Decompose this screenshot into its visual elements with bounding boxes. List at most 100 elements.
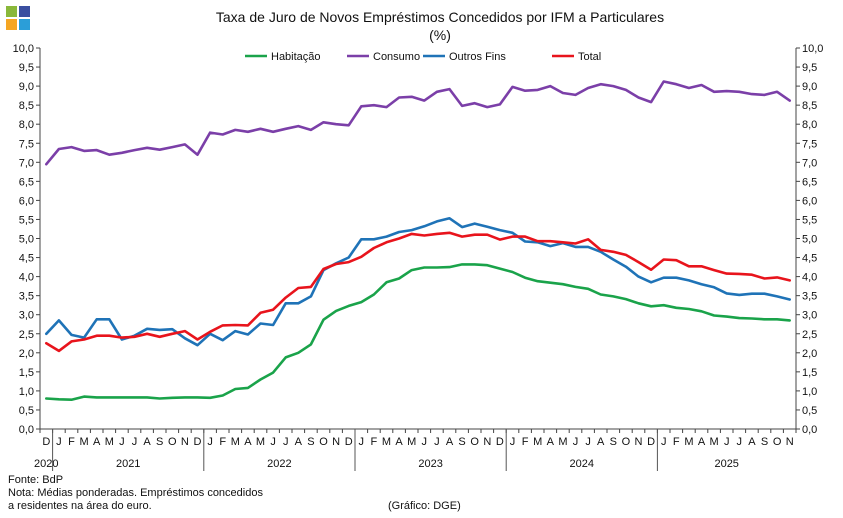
x-tick-label: M — [710, 436, 719, 448]
y-tick-label-left: 8,0 — [19, 119, 34, 131]
x-tick-label: J — [207, 436, 213, 448]
y-tick-label-right: 4,5 — [802, 253, 817, 265]
y-tick-label-left: 9,0 — [19, 81, 34, 93]
series-line-total — [44, 231, 792, 353]
series-line-habita-o — [44, 263, 792, 402]
y-tick-label-left: 2,0 — [19, 348, 34, 360]
y-tick-label-right: 4,0 — [802, 272, 817, 284]
logo-square-4 — [19, 19, 30, 30]
y-tick-label-left: 0,0 — [19, 424, 34, 436]
x-tick-label: A — [446, 436, 454, 448]
y-tick-label-right: 5,5 — [802, 214, 817, 226]
y-tick-label-right: 10,0 — [802, 43, 823, 55]
series-line-consumo — [44, 80, 792, 166]
x-tick-label: O — [622, 436, 631, 448]
x-tick-label: S — [156, 436, 163, 448]
y-tick-label-left: 1,5 — [19, 367, 34, 379]
y-tick-label-right: 6,0 — [802, 195, 817, 207]
x-tick-label: J — [132, 436, 138, 448]
legend-label: Consumo — [373, 51, 420, 63]
x-tick-label: N — [786, 436, 794, 448]
y-tick-label-right: 0,0 — [802, 424, 817, 436]
y-tick-label-left: 9,5 — [19, 62, 34, 74]
y-tick-label-right: 2,0 — [802, 348, 817, 360]
x-tick-label: J — [585, 436, 591, 448]
year-label: 2024 — [570, 458, 594, 470]
x-tick-label: O — [168, 436, 177, 448]
year-label: 2025 — [714, 458, 738, 470]
x-tick-label: J — [434, 436, 440, 448]
y-tick-label-right: 1,5 — [802, 367, 817, 379]
x-tick-label: S — [610, 436, 617, 448]
x-tick-label: D — [345, 436, 353, 448]
x-tick-label: O — [773, 436, 782, 448]
legend-label: Outros Fins — [449, 51, 506, 63]
y-tick-label-left: 5,0 — [19, 234, 34, 246]
x-tick-label: M — [407, 436, 416, 448]
x-tick-label: S — [458, 436, 465, 448]
footnote-line-2: a residentes na área do euro. — [8, 500, 152, 512]
x-tick-label: A — [698, 436, 706, 448]
year-label: 2022 — [267, 458, 291, 470]
y-tick-label-right: 9,0 — [802, 81, 817, 93]
year-label: 2020 — [34, 458, 58, 470]
y-tick-label-left: 0,5 — [19, 405, 34, 417]
y-tick-label-left: 7,5 — [19, 138, 34, 150]
x-tick-label: M — [558, 436, 567, 448]
x-tick-label: J — [56, 436, 62, 448]
y-tick-label-left: 4,5 — [19, 253, 34, 265]
chart-axes: 0,0 0,0 0,5 0,5 1,0 1,0 1,5 1,5 2,0 2,0 2,5 2,5 3,0 3… — [13, 43, 823, 471]
graphic-credit: (Gráfico: DGE) — [388, 500, 461, 512]
x-tick-label: N — [332, 436, 340, 448]
x-tick-label: J — [724, 436, 730, 448]
x-tick-label: J — [510, 436, 516, 448]
y-tick-label-left: 5,5 — [19, 214, 34, 226]
y-tick-label-left: 3,0 — [19, 310, 34, 322]
y-tick-label-left: 6,5 — [19, 176, 34, 188]
legend-label: Total — [578, 51, 601, 63]
x-tick-label: A — [748, 436, 756, 448]
x-tick-label: M — [533, 436, 542, 448]
x-tick-label: J — [661, 436, 667, 448]
x-tick-label: A — [395, 436, 403, 448]
x-tick-label: A — [143, 436, 151, 448]
y-tick-label-right: 8,0 — [802, 119, 817, 131]
x-tick-label: M — [231, 436, 240, 448]
source-note: Fonte: BdP — [8, 474, 64, 486]
year-label: 2023 — [418, 458, 442, 470]
y-tick-label-left: 3,5 — [19, 291, 34, 303]
x-tick-label: S — [761, 436, 768, 448]
x-tick-label: F — [68, 436, 75, 448]
x-tick-label: J — [119, 436, 125, 448]
y-tick-label-left: 6,0 — [19, 195, 34, 207]
x-tick-label: J — [359, 436, 365, 448]
x-tick-label: N — [181, 436, 189, 448]
x-tick-label: O — [319, 436, 328, 448]
chart-legend: Habitação Consumo Outros Fins Total — [245, 51, 601, 63]
chart-series — [44, 80, 792, 402]
y-tick-label-right: 9,5 — [802, 62, 817, 74]
y-tick-label-right: 1,0 — [802, 386, 817, 398]
logo-square-3 — [6, 19, 17, 30]
y-tick-label-left: 4,0 — [19, 272, 34, 284]
x-tick-label: F — [371, 436, 378, 448]
footnote-line-1: Nota: Médias ponderadas. Empréstimos con… — [8, 487, 263, 499]
x-tick-label: F — [219, 436, 226, 448]
x-tick-label: J — [737, 436, 743, 448]
logo-square-1 — [6, 6, 17, 17]
x-tick-label: M — [256, 436, 265, 448]
legend-label: Habitação — [271, 51, 321, 63]
y-tick-label-right: 5,0 — [802, 234, 817, 246]
y-tick-label-right: 3,0 — [802, 310, 817, 322]
chart-subtitle: (%) — [429, 27, 451, 43]
y-tick-label-left: 7,0 — [19, 157, 34, 169]
x-tick-label: A — [93, 436, 101, 448]
y-tick-label-left: 10,0 — [13, 43, 34, 55]
x-tick-label: D — [42, 436, 50, 448]
y-tick-label-right: 6,5 — [802, 176, 817, 188]
x-tick-label: A — [547, 436, 555, 448]
logo — [6, 6, 30, 30]
y-tick-label-left: 8,5 — [19, 100, 34, 112]
x-tick-label: A — [597, 436, 605, 448]
